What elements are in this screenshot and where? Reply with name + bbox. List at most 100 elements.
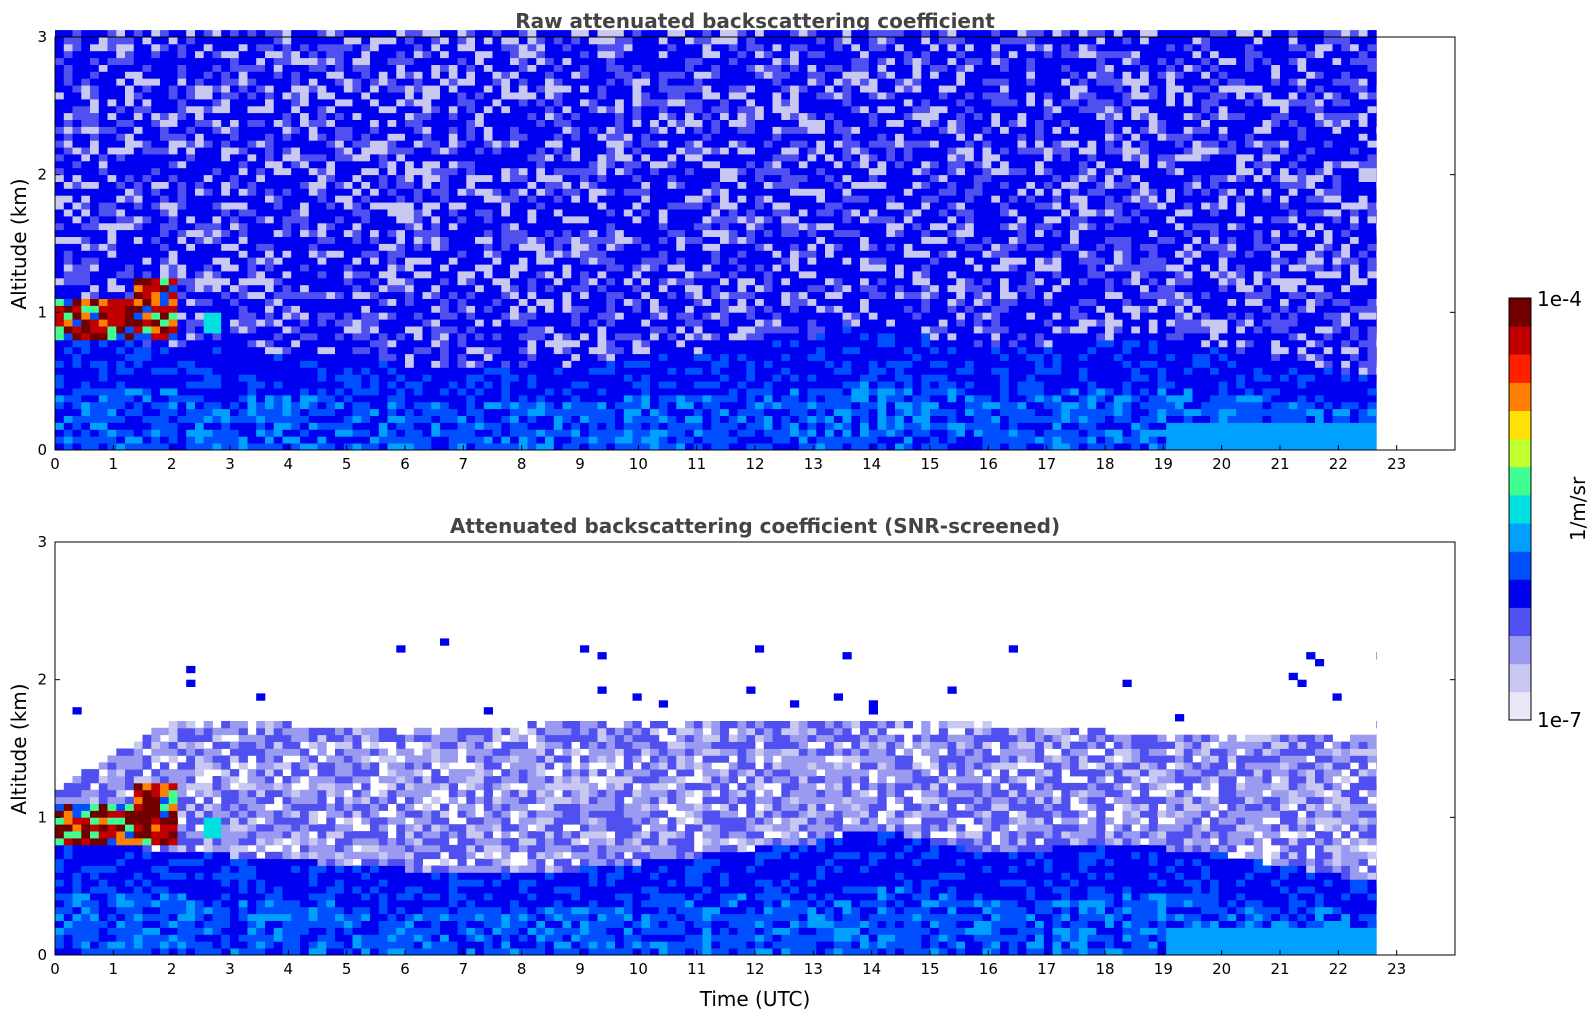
heatmap-cell	[720, 401, 730, 410]
heatmap-cell	[55, 305, 65, 313]
heatmap-cell	[702, 140, 712, 148]
heatmap-cell	[63, 415, 73, 423]
heatmap-cell	[116, 209, 126, 217]
heatmap-cell	[326, 188, 336, 196]
heatmap-cell	[63, 140, 73, 148]
heatmap-cell	[300, 381, 310, 389]
heatmap-cell	[632, 99, 642, 107]
heatmap-cell	[273, 298, 283, 306]
heatmap-cell	[466, 326, 476, 334]
heatmap-cell	[571, 381, 581, 389]
heatmap-cell	[431, 429, 441, 437]
heatmap-cell	[728, 112, 738, 120]
heatmap-cell	[431, 188, 441, 196]
heatmap-cell	[317, 236, 327, 244]
heatmap-cell	[405, 277, 415, 286]
heatmap-cell	[720, 167, 730, 176]
heatmap-cell	[448, 92, 458, 100]
heatmap-cell	[212, 105, 222, 114]
heatmap-cell	[256, 443, 266, 451]
heatmap-cell	[405, 188, 415, 196]
heatmap-cell	[98, 92, 108, 100]
heatmap-cell	[98, 105, 108, 114]
heatmap-cell	[238, 71, 248, 79]
heatmap-cell	[737, 236, 747, 244]
heatmap-cell	[440, 85, 450, 93]
heatmap-cell	[518, 257, 528, 265]
heatmap-cell	[177, 271, 187, 279]
heatmap-cell	[282, 271, 292, 279]
heatmap-cell	[623, 195, 633, 203]
heatmap-cell	[527, 264, 537, 272]
heatmap-cell	[667, 284, 677, 293]
heatmap-cell	[448, 429, 458, 437]
heatmap-cell	[265, 140, 275, 148]
heatmap-cell	[763, 167, 773, 176]
heatmap-cell	[536, 401, 546, 410]
heatmap-cell	[720, 119, 730, 127]
heatmap-cell	[711, 271, 721, 279]
heatmap-cell	[361, 250, 371, 258]
heatmap-cell	[606, 222, 616, 231]
heatmap-cell	[501, 346, 511, 355]
heatmap-cell	[387, 71, 397, 79]
heatmap-cell	[693, 64, 703, 72]
heatmap-cell	[545, 160, 555, 169]
heatmap-cell	[125, 312, 135, 320]
heatmap-cell	[352, 30, 362, 38]
heatmap-cell	[238, 415, 248, 423]
heatmap-cell	[256, 436, 266, 444]
heatmap-cell	[422, 346, 432, 355]
heatmap-cell	[230, 85, 240, 93]
heatmap-cell	[160, 154, 170, 162]
heatmap-cell	[195, 50, 205, 59]
heatmap-cell	[396, 408, 406, 416]
heatmap-cell	[571, 105, 581, 114]
heatmap-cell	[518, 277, 528, 286]
heatmap-cell	[90, 346, 100, 355]
heatmap-cell	[475, 195, 485, 203]
heatmap-cell	[177, 346, 187, 355]
heatmap-cell	[422, 360, 432, 368]
heatmap-cell	[282, 339, 292, 348]
heatmap-cell	[413, 140, 423, 148]
heatmap-cell	[658, 78, 668, 86]
heatmap-cell	[553, 50, 563, 59]
heatmap-cell	[553, 85, 563, 93]
heatmap-cell	[90, 271, 100, 279]
heatmap-cell	[116, 174, 126, 182]
heatmap-cell	[580, 360, 590, 368]
heatmap-cell	[588, 188, 598, 196]
heatmap-cell	[693, 99, 703, 107]
heatmap-cell	[431, 222, 441, 231]
heatmap-cell	[737, 394, 747, 403]
heatmap-cell	[475, 154, 485, 162]
heatmap-cell	[335, 50, 345, 59]
heatmap-cell	[265, 291, 275, 299]
heatmap-cell	[151, 291, 161, 299]
heatmap-cell	[230, 147, 240, 155]
heatmap-cell	[588, 264, 598, 272]
heatmap-cell	[125, 415, 135, 423]
heatmap-cell	[160, 167, 170, 176]
heatmap-cell	[553, 443, 563, 451]
heatmap-cell	[238, 326, 248, 334]
heatmap-cell	[370, 388, 380, 396]
heatmap-cell	[527, 333, 537, 341]
heatmap-cell	[431, 30, 441, 38]
heatmap-cell	[98, 43, 108, 52]
heatmap-cell	[413, 105, 423, 114]
heatmap-cell	[186, 92, 196, 100]
heatmap-cell	[650, 236, 660, 244]
heatmap-cell	[693, 112, 703, 120]
heatmap-cell	[203, 43, 213, 52]
heatmap-cell	[562, 160, 572, 169]
heatmap-cell	[536, 339, 546, 348]
heatmap-cell	[763, 236, 773, 244]
heatmap-cell	[107, 291, 117, 299]
heatmap-cell	[562, 174, 572, 182]
heatmap-cell	[361, 394, 371, 403]
heatmap-cell	[448, 326, 458, 334]
heatmap-cell	[247, 236, 257, 244]
heatmap-cell	[160, 30, 170, 38]
